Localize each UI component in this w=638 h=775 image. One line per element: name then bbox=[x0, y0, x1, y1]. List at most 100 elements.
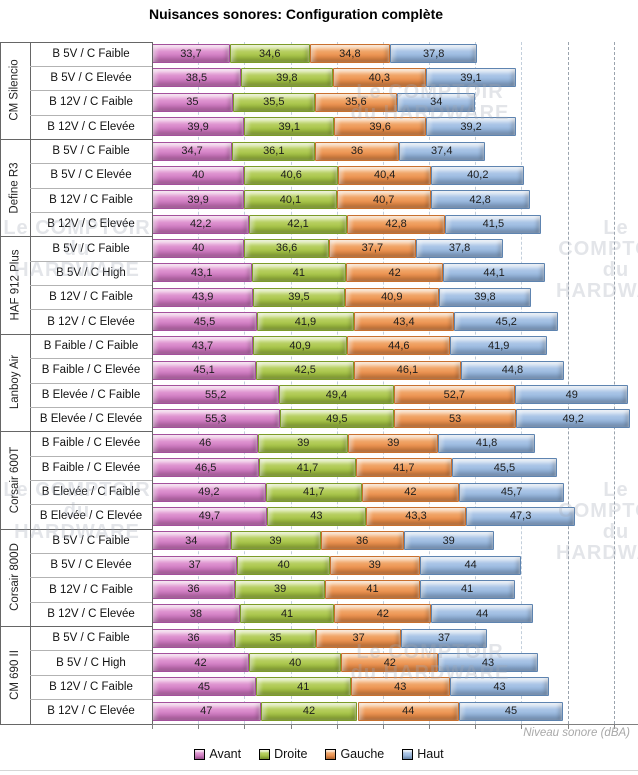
bar-value: 41,9 bbox=[294, 315, 317, 328]
gridline bbox=[290, 41, 292, 724]
bar-value: 47 bbox=[200, 705, 213, 718]
row-label: B 5V / C Faible bbox=[52, 534, 130, 547]
group-label: Corsair 800D bbox=[0, 529, 30, 626]
bar-segment-droite: 39,1 bbox=[244, 117, 335, 137]
gridline bbox=[382, 41, 384, 724]
bar-value: 41,7 bbox=[296, 461, 319, 474]
axis-tick bbox=[244, 724, 246, 729]
bar-segment-haut: 45,5 bbox=[451, 458, 557, 478]
bar-segment-droite: 40,9 bbox=[252, 336, 348, 356]
bar-value: 43 bbox=[394, 680, 407, 693]
bar-segment-haut: 49 bbox=[515, 385, 629, 405]
bar-segment-haut: 44,1 bbox=[443, 263, 545, 283]
bar-segment-avant: 42,2 bbox=[152, 214, 250, 234]
bar-value: 37,4 bbox=[431, 145, 453, 158]
table-plot-divider bbox=[152, 41, 153, 724]
bar-value: 42 bbox=[383, 656, 396, 669]
bar-value: 34,6 bbox=[259, 47, 281, 60]
bar-value: 44,6 bbox=[388, 339, 410, 352]
axis-tick bbox=[290, 724, 292, 729]
legend-item-droite: Droite bbox=[259, 747, 307, 761]
bar-value: 49 bbox=[565, 388, 578, 401]
bar-segment-gauche: 42,8 bbox=[346, 214, 446, 234]
bar-value: 42 bbox=[404, 486, 417, 499]
bar-value: 39,1 bbox=[278, 120, 300, 133]
bar-value: 42 bbox=[302, 705, 316, 718]
bar-value: 38,5 bbox=[185, 71, 208, 84]
bar-value: 40,9 bbox=[381, 291, 403, 304]
bar-segment-droite: 35,5 bbox=[232, 92, 315, 112]
bar-value: 35,5 bbox=[263, 96, 285, 109]
bar-value: 35 bbox=[269, 632, 282, 645]
bar-value: 44,1 bbox=[483, 266, 505, 279]
bar-segment-droite: 41 bbox=[239, 604, 335, 624]
bar-value: 40 bbox=[192, 242, 205, 255]
gridline bbox=[336, 41, 338, 724]
row-separator bbox=[30, 309, 152, 311]
bar-value: 42,1 bbox=[287, 218, 309, 231]
legend-item-haut: Haut bbox=[402, 747, 444, 761]
group-separator bbox=[0, 723, 152, 725]
bar-segment-avant: 46,5 bbox=[152, 458, 260, 478]
row-label: B 12V / C Faible bbox=[49, 96, 133, 109]
bar-segment-avant: 38 bbox=[152, 604, 240, 624]
bar-value: 37,8 bbox=[448, 242, 471, 255]
bar-value: 53 bbox=[449, 412, 462, 425]
bar-segment-gauche: 34,8 bbox=[309, 44, 391, 64]
chart-title: Nuisances sonores: Configuration complèt… bbox=[148, 6, 444, 22]
legend-swatch bbox=[194, 748, 206, 760]
bar-segment-haut: 43 bbox=[438, 653, 538, 673]
bar-segment-droite: 39,5 bbox=[253, 287, 345, 307]
bar-segment-droite: 41 bbox=[255, 677, 351, 697]
bar-segment-droite: 39,8 bbox=[240, 68, 333, 88]
bar-segment-gauche: 40,9 bbox=[344, 287, 439, 307]
bar-value: 36,6 bbox=[275, 242, 298, 255]
axis-tick bbox=[567, 724, 569, 729]
bar-value: 43 bbox=[493, 680, 506, 693]
bar-segment-gauche: 44 bbox=[357, 701, 460, 721]
row-label: B Elevée / C Faible bbox=[41, 486, 141, 499]
bar-segment-avant: 42 bbox=[152, 653, 249, 673]
bar-segment-haut: 45,7 bbox=[458, 482, 565, 502]
bar-segment-avant: 55,2 bbox=[152, 385, 280, 405]
group-separator bbox=[0, 236, 152, 238]
row-separator bbox=[30, 260, 152, 262]
bar-segment-haut: 39,2 bbox=[425, 117, 517, 137]
bar-value: 40,3 bbox=[368, 71, 391, 84]
bar-segment-droite: 40,1 bbox=[244, 190, 337, 210]
bar-value: 49,2 bbox=[198, 486, 220, 499]
bar-segment-gauche: 42 bbox=[361, 482, 459, 502]
bar-segment-droite: 35 bbox=[235, 628, 316, 648]
bar-segment-avant: 33,7 bbox=[152, 44, 230, 64]
bar-segment-droite: 40 bbox=[237, 555, 330, 575]
bar-value: 39,9 bbox=[187, 120, 209, 133]
row-label: B 5V / C Elevée bbox=[50, 72, 132, 85]
bar-segment-gauche: 46,1 bbox=[354, 360, 461, 380]
bar-value: 34,7 bbox=[181, 145, 203, 158]
bar-segment-droite: 41,7 bbox=[265, 482, 362, 502]
gridline bbox=[567, 41, 569, 724]
bar-segment-droite: 41 bbox=[251, 263, 347, 283]
bar-value: 43,3 bbox=[405, 510, 427, 523]
bar-segment-gauche: 35,6 bbox=[314, 92, 397, 112]
row-label: B 12V / C Faible bbox=[49, 680, 133, 693]
bar-value: 35,6 bbox=[345, 96, 367, 109]
bar-value: 55,3 bbox=[205, 412, 227, 425]
row-label: B Faible / C Faible bbox=[43, 339, 139, 352]
row-separator bbox=[30, 285, 152, 287]
bar-value: 39,5 bbox=[288, 291, 310, 304]
bar-segment-avant: 39,9 bbox=[152, 117, 245, 137]
row-separator bbox=[30, 699, 152, 701]
bar-value: 40 bbox=[277, 559, 290, 572]
bar-value: 40,7 bbox=[372, 193, 395, 206]
row-label: B 5V / C Elevée bbox=[50, 559, 132, 572]
bar-segment-haut: 37 bbox=[401, 628, 487, 648]
row-separator bbox=[30, 382, 152, 384]
row-label: B 5V / C Elevée bbox=[50, 169, 132, 182]
bar-value: 44 bbox=[476, 607, 489, 620]
bottom-divider bbox=[0, 770, 638, 771]
bar-value: 45,1 bbox=[193, 364, 215, 377]
bar-segment-droite: 41,9 bbox=[257, 312, 354, 332]
bar-value: 44 bbox=[464, 559, 477, 572]
axis-tick bbox=[475, 724, 477, 729]
